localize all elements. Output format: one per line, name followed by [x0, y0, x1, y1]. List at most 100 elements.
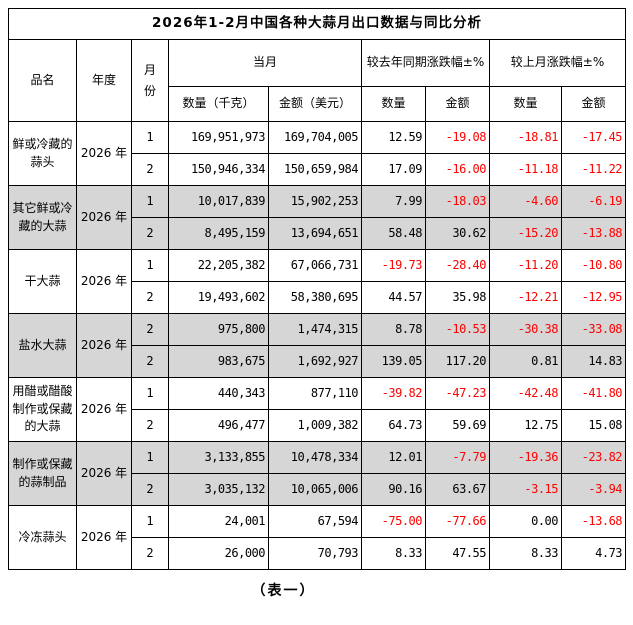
mom-qty-cell: 0.81 [489, 345, 562, 378]
table-caption: （表一） [251, 583, 316, 599]
month-cell: 2 [131, 409, 169, 442]
mom-qty-cell: -30.38 [489, 313, 562, 346]
header-mom-qty: 数量 [489, 86, 562, 122]
table-row: 2 3,035,132 10,065,006 90.16 63.67 -3.15 -3.94 [9, 473, 627, 506]
yoy-amt-cell: -10.53 [425, 313, 490, 346]
amt-usd-cell: 1,692,927 [268, 345, 362, 378]
qty-kg-cell: 496,477 [168, 409, 269, 442]
table-row: 2 8,495,159 13,694,651 58.48 30.62 -15.20 -13.… [9, 217, 627, 250]
amt-usd-cell: 1,009,382 [268, 409, 362, 442]
mom-qty-cell: -19.36 [489, 441, 562, 474]
mom-qty-cell: -3.15 [489, 473, 562, 506]
month-cell: 2 [131, 153, 169, 186]
mom-amt-cell: 4.73 [560, 537, 627, 570]
mom-amt-cell: -17.45 [560, 121, 627, 154]
header-qty-kg: 数量（千克） [168, 86, 269, 122]
title-row: 2026年1-2月中国各种大蒜月出口数据与同比分析 [7, 8, 627, 40]
mom-amt-cell: -11.22 [560, 153, 627, 186]
product-cell: 制作或保藏的蒜制品 [8, 441, 77, 506]
yoy-amt-cell: -19.08 [425, 121, 490, 154]
mom-amt-cell: -41.80 [560, 377, 627, 410]
product-cell: 干大蒜 [8, 249, 77, 314]
table-row: 用醋或醋酸制作或保藏的大蒜 2026 年 1 440,343 877,110 -39.82… [8, 377, 627, 442]
header-yoy-amt: 金额 [425, 86, 490, 122]
year-cell: 2026 年 [76, 185, 132, 250]
sub-header-row: 数量（千克） 金额（美元） 数量 金额 数量 金额 [9, 86, 627, 122]
qty-kg-cell: 983,675 [168, 345, 269, 378]
table-row: 干大蒜 2026 年 1 22,205,382 67,066,731 -19.73 -28.… [8, 249, 627, 314]
yoy-qty-cell: 17.09 [361, 153, 426, 186]
mom-qty-cell: -11.18 [489, 153, 562, 186]
mom-qty-cell: -18.81 [489, 121, 562, 154]
yoy-qty-cell: -75.00 [361, 505, 426, 538]
header-yoy-qty: 数量 [361, 86, 426, 122]
qty-kg-cell: 169,951,973 [168, 121, 269, 154]
amt-usd-cell: 169,704,005 [268, 121, 362, 154]
qty-kg-cell: 19,493,602 [168, 281, 269, 314]
header-group-current-month: 当月 [168, 39, 362, 87]
table-body: 鲜或冷藏的蒜头 2026 年 1 169,951,973 169,704,005 12.5… [8, 121, 627, 570]
mom-amt-cell: -33.08 [560, 313, 627, 346]
yoy-amt-cell: 117.20 [425, 345, 490, 378]
mom-qty-cell: 8.33 [489, 537, 562, 570]
year-cell: 2026 年 [76, 377, 132, 442]
yoy-qty-cell: 58.48 [361, 217, 426, 250]
yoy-amt-cell: -7.79 [425, 441, 490, 474]
product-cell: 盐水大蒜 [8, 313, 77, 378]
year-cell: 2026 年 [76, 441, 132, 506]
qty-kg-cell: 8,495,159 [168, 217, 269, 250]
table-row: 2 983,675 1,692,927 139.05 117.20 0.81 14.83 [9, 345, 627, 378]
mom-qty-cell: -12.21 [489, 281, 562, 314]
mom-amt-cell: 14.83 [560, 345, 627, 378]
header-amt-usd: 金额（美元） [268, 86, 362, 122]
yoy-amt-cell: -77.66 [425, 505, 490, 538]
yoy-amt-cell: -47.23 [425, 377, 490, 410]
table-title: 2026年1-2月中国各种大蒜月出口数据与同比分析 [7, 8, 627, 40]
mom-amt-cell: -13.68 [560, 505, 627, 538]
yoy-qty-cell: 64.73 [361, 409, 426, 442]
month-cell: 2 [131, 345, 169, 378]
yoy-amt-cell: 30.62 [425, 217, 490, 250]
mom-amt-cell: 15.08 [560, 409, 627, 442]
mom-amt-cell: -13.88 [560, 217, 627, 250]
yoy-qty-cell: 12.01 [361, 441, 426, 474]
yoy-qty-cell: 90.16 [361, 473, 426, 506]
month-cell: 2 [131, 217, 169, 250]
amt-usd-cell: 877,110 [268, 377, 362, 410]
mom-qty-cell: -11.20 [489, 249, 562, 282]
yoy-qty-cell: 44.57 [361, 281, 426, 314]
year-cell: 2026 年 [76, 313, 132, 378]
month-cell: 2 [131, 537, 169, 570]
mom-qty-cell: 0.00 [489, 505, 562, 538]
table-row: 其它鲜或冷藏的大蒜 2026 年 1 10,017,839 15,902,253 7.99… [8, 185, 627, 250]
yoy-amt-cell: -18.03 [425, 185, 490, 218]
mom-qty-cell: 12.75 [489, 409, 562, 442]
yoy-qty-cell: 8.78 [361, 313, 426, 346]
qty-kg-cell: 22,205,382 [168, 249, 269, 282]
amt-usd-cell: 1,474,315 [268, 313, 362, 346]
qty-kg-cell: 975,800 [168, 313, 269, 346]
year-cell: 2026 年 [76, 121, 132, 186]
amt-usd-cell: 67,594 [268, 505, 362, 538]
yoy-amt-cell: 35.98 [425, 281, 490, 314]
product-cell: 冷冻蒜头 [8, 505, 77, 570]
product-cell: 其它鲜或冷藏的大蒜 [8, 185, 77, 250]
table-row: 制作或保藏的蒜制品 2026 年 1 3,133,855 10,478,334 12.01… [8, 441, 627, 506]
group-header-row: 品名 年度 月份 当月 较去年同期涨跌幅±% 较上月涨跌幅±% [8, 39, 627, 122]
product-cell: 鲜或冷藏的蒜头 [8, 121, 77, 186]
garlic-export-table: 2026年1-2月中国各种大蒜月出口数据与同比分析 品名 年度 月份 当月 较去… [7, 8, 627, 570]
qty-kg-cell: 440,343 [168, 377, 269, 410]
mom-qty-cell: -42.48 [489, 377, 562, 410]
month-cell: 1 [131, 121, 169, 154]
yoy-amt-cell: 63.67 [425, 473, 490, 506]
table-row: 2 496,477 1,009,382 64.73 59.69 12.75 15.08 [9, 409, 627, 442]
mom-amt-cell: -6.19 [560, 185, 627, 218]
yoy-qty-cell: 8.33 [361, 537, 426, 570]
yoy-qty-cell: -39.82 [361, 377, 426, 410]
header-year: 年度 [76, 39, 132, 122]
page: 2026年1-2月中国各种大蒜月出口数据与同比分析 品名 年度 月份 当月 较去… [7, 8, 627, 599]
year-cell: 2026 年 [76, 249, 132, 314]
amt-usd-cell: 13,694,651 [268, 217, 362, 250]
mom-amt-cell: -3.94 [560, 473, 627, 506]
header-group-mom-change: 较上月涨跌幅±% [488, 39, 627, 87]
